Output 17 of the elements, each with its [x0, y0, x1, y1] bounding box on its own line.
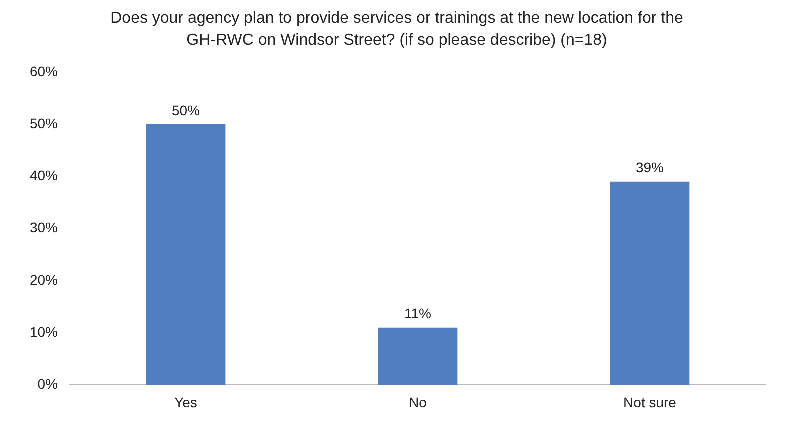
y-tick-label: 30% [30, 220, 58, 236]
x-tick-label: Not sure [624, 394, 677, 410]
data-label: 11% [404, 306, 432, 322]
y-tick-label: 50% [30, 115, 58, 132]
y-tick-label: 10% [30, 324, 58, 340]
y-tick-label: 60% [30, 63, 58, 80]
chart-title: Does your agency plan to provide services or trainings at the new location for the GH-RWC on Windsor Street? (if so please describe) (n=18) [110, 9, 684, 51]
bar [146, 124, 226, 386]
bar [610, 182, 690, 386]
y-tick-label: 0% [38, 376, 58, 392]
x-tick-label: Yes [174, 394, 198, 410]
y-tick-label: 20% [30, 272, 58, 288]
data-label: 50% [172, 102, 200, 118]
bar [378, 328, 458, 386]
x-tick-label: No [409, 394, 428, 410]
y-tick-label: 40% [30, 168, 58, 184]
data-label: 39% [636, 160, 664, 176]
